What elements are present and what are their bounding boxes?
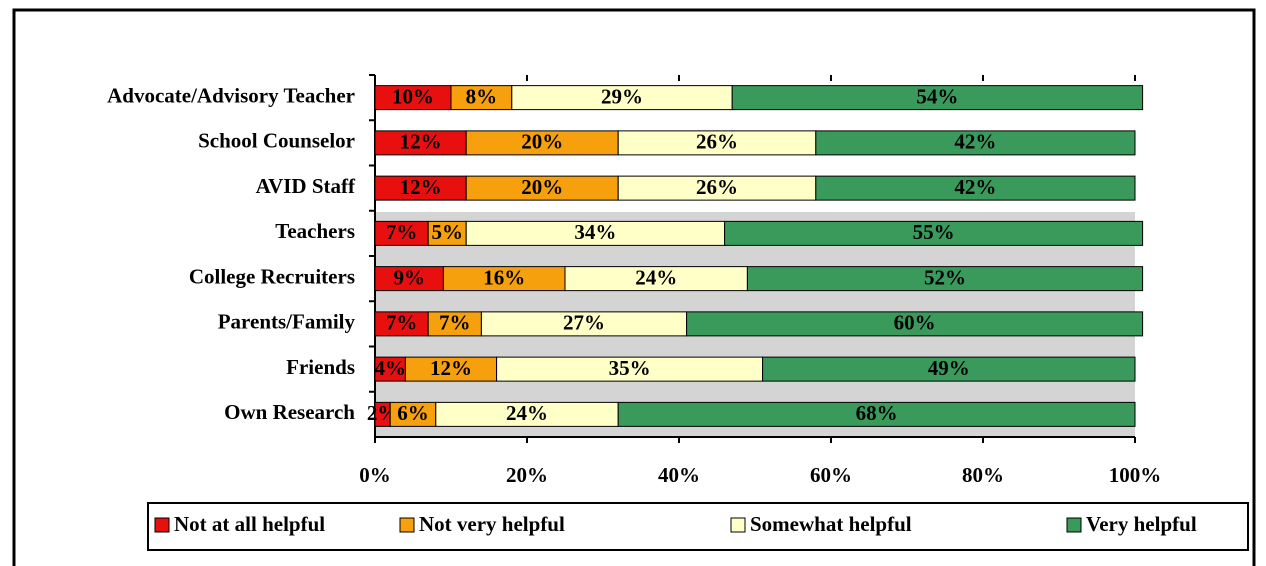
frame <box>12 8 1256 566</box>
legend-label: Very helpful <box>1086 512 1197 536</box>
data-label: 9% <box>393 265 425 289</box>
y-tick-label: Parents/Family <box>218 310 356 334</box>
data-label: 8% <box>466 84 498 108</box>
legend-label: Not very helpful <box>419 512 565 536</box>
legend-swatch <box>399 517 415 533</box>
bar-segment <box>762 356 1136 382</box>
data-label: 42% <box>954 175 996 199</box>
bar-segment <box>815 130 1136 156</box>
data-label: 16% <box>483 265 525 289</box>
y-tick-label: AVID Staff <box>256 174 356 198</box>
data-label: 34% <box>574 220 616 244</box>
data-label: 12% <box>400 130 442 154</box>
bar-segment <box>404 356 498 382</box>
bar-segment <box>815 175 1136 201</box>
data-label: 12% <box>430 356 472 380</box>
bar-segment <box>389 401 437 427</box>
data-label: 42% <box>954 130 996 154</box>
bar-segment <box>427 220 467 246</box>
y-tick-label: Own Research <box>224 400 355 424</box>
bar-segment <box>617 130 817 156</box>
data-label: 4% <box>374 356 406 380</box>
legend-label: Not at all helpful <box>174 512 325 536</box>
data-label: 20% <box>521 130 563 154</box>
legend-label: Somewhat helpful <box>750 512 912 536</box>
bar-segment <box>731 85 1144 111</box>
legend-swatch <box>154 517 170 533</box>
legend-swatch <box>730 517 746 533</box>
bar-segment <box>374 356 406 382</box>
data-label: 27% <box>563 311 605 335</box>
data-label: 7% <box>386 220 418 244</box>
y-tick-label: Friends <box>286 355 355 379</box>
bar-segment <box>374 220 429 246</box>
bar-segment <box>480 311 688 337</box>
data-label: 49% <box>928 356 970 380</box>
bar-segment <box>617 175 817 201</box>
bar-segment <box>465 220 726 246</box>
bar-segment <box>374 130 467 156</box>
x-tick-label: 60% <box>810 463 852 487</box>
x-tick-label: 80% <box>962 463 1004 487</box>
bar-segment <box>746 266 1144 292</box>
bar-segment <box>450 85 513 111</box>
data-label: 26% <box>696 130 738 154</box>
data-label: 54% <box>916 84 958 108</box>
bar-segment <box>427 311 482 337</box>
data-label: 7% <box>386 311 418 335</box>
y-tick-label: School Counselor <box>198 129 355 153</box>
data-label: 60% <box>894 311 936 335</box>
bar-segment <box>686 311 1144 337</box>
bar-segment <box>374 85 452 111</box>
data-label: 52% <box>924 265 966 289</box>
bar-segment <box>617 401 1136 427</box>
data-label: 12% <box>400 175 442 199</box>
bar-segment <box>511 85 733 111</box>
bar-segment <box>374 266 444 292</box>
y-tick-label: College Recruiters <box>189 264 355 288</box>
data-label: 35% <box>609 356 651 380</box>
data-label: 5% <box>431 220 463 244</box>
data-label: 24% <box>506 401 548 425</box>
legend-swatch <box>1066 517 1082 533</box>
bar-segment <box>724 220 1144 246</box>
x-tick-label: 40% <box>658 463 700 487</box>
bar-segment <box>496 356 764 382</box>
data-label: 24% <box>635 265 677 289</box>
bar-segment <box>374 175 467 201</box>
bar-segment <box>435 401 619 427</box>
y-tick-label: Advocate/Advisory Teacher <box>107 83 355 107</box>
data-label: 6% <box>397 401 429 425</box>
data-label: 10% <box>392 84 434 108</box>
data-label: 68% <box>856 401 898 425</box>
data-label: 29% <box>601 84 643 108</box>
data-label: 26% <box>696 175 738 199</box>
bar-segment <box>465 175 619 201</box>
x-tick-label: 20% <box>506 463 548 487</box>
data-label: 55% <box>913 220 955 244</box>
x-tick-label: 100% <box>1109 463 1162 487</box>
x-tick-label: 0% <box>359 463 391 487</box>
data-label: 7% <box>439 311 471 335</box>
y-tick-label: Teachers <box>275 219 355 243</box>
data-label: 20% <box>521 175 563 199</box>
legend-box <box>147 502 1249 551</box>
